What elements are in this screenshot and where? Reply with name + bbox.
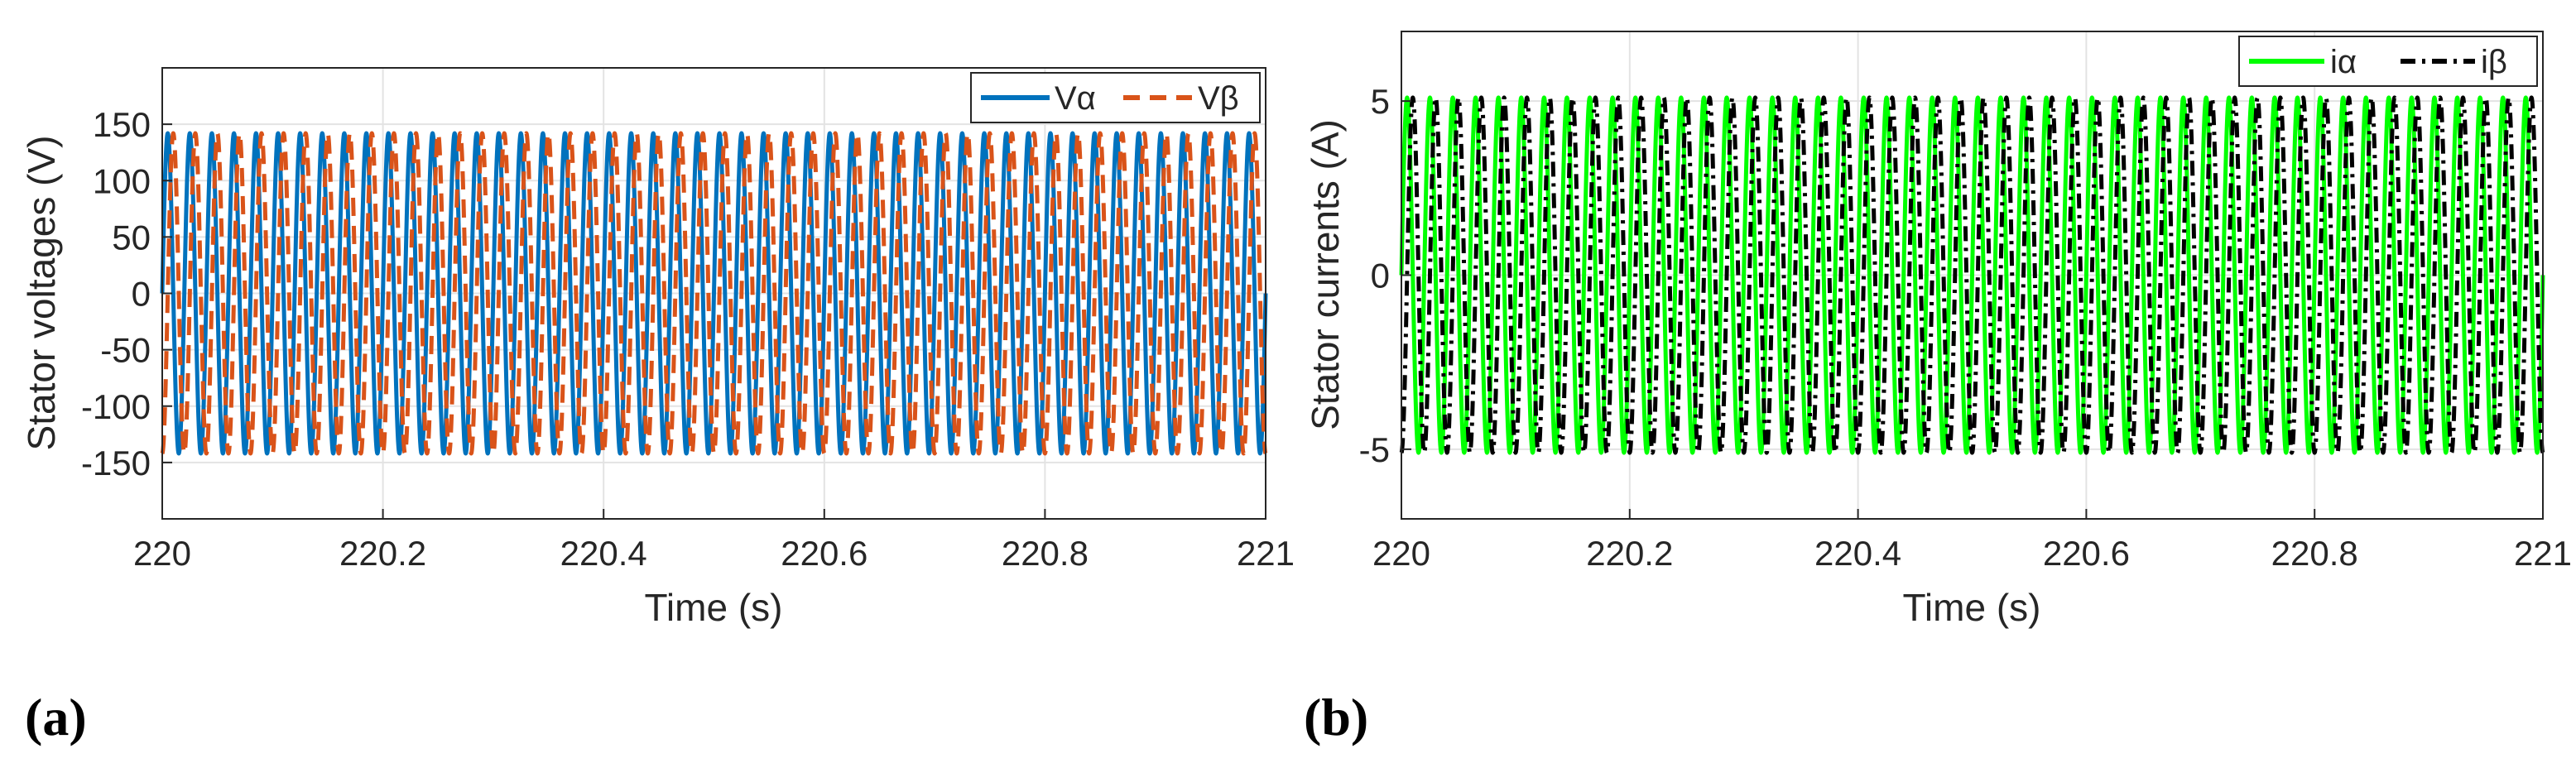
x-tick-label: 220.2 bbox=[1586, 534, 1673, 573]
y-tick-label: -50 bbox=[100, 331, 151, 370]
y-axis: -150 -100 -50 0 50 100 150 bbox=[81, 105, 172, 482]
x-tick-label: 220.4 bbox=[560, 534, 647, 573]
series-line-beta bbox=[160, 131, 1268, 456]
chart-voltages: 220 220.2 220.4 220.6 220.8 221 -150 -100 -50 0 5… bbox=[20, 67, 1295, 629]
x-tick-label: 220.6 bbox=[781, 534, 867, 573]
x-tick-label: 220.8 bbox=[1002, 534, 1089, 573]
x-tick-label: 220 bbox=[1372, 534, 1430, 573]
series-group bbox=[1399, 95, 2545, 455]
y-tick-label: -5 bbox=[1359, 430, 1390, 469]
y-tick-label: -150 bbox=[81, 444, 151, 482]
y-axis: -5 0 5 bbox=[1359, 82, 1411, 469]
x-tick-label: 220.8 bbox=[2271, 534, 2358, 573]
x-tick-label: 220 bbox=[133, 534, 191, 573]
legend: Vα Vβ bbox=[970, 72, 1261, 123]
panel-label-a: (a) bbox=[25, 688, 87, 746]
y-tick-label: 0 bbox=[132, 275, 151, 314]
chart-currents: 220 220.2 220.4 220.6 220.8 221 -5 0 5 Time (s)… bbox=[1304, 31, 2572, 629]
x-tick-label: 221 bbox=[1237, 534, 1295, 573]
legend: iα iβ bbox=[2238, 36, 2538, 87]
legend-label-v-alpha: Vα bbox=[1055, 80, 1096, 117]
legend-label-i-alpha: iα bbox=[2330, 44, 2357, 80]
y-tick-label: 50 bbox=[112, 218, 151, 257]
legend-label-i-beta: iβ bbox=[2481, 44, 2507, 80]
legend-label-v-beta: Vβ bbox=[1198, 80, 1239, 117]
y-tick-label: 150 bbox=[93, 105, 151, 144]
y-axis-label: Stator currents (A) bbox=[1304, 119, 1347, 430]
x-axis: 220 220.2 220.4 220.6 220.8 221 bbox=[1372, 509, 2572, 573]
x-tick-label: 220.2 bbox=[339, 534, 426, 573]
y-tick-label: 0 bbox=[1371, 257, 1390, 295]
y-tick-label: 100 bbox=[93, 161, 151, 200]
y-axis-label: Stator voltages (V) bbox=[20, 136, 63, 451]
panel-label-b: (b) bbox=[1304, 688, 1368, 746]
series-group bbox=[160, 131, 1268, 456]
y-tick-label: 5 bbox=[1371, 82, 1390, 121]
series-line-alpha bbox=[160, 131, 1268, 456]
y-tick-label: -100 bbox=[81, 387, 151, 426]
x-axis: 220 220.2 220.4 220.6 220.8 221 bbox=[133, 509, 1295, 573]
series-line-beta bbox=[1399, 95, 2545, 455]
x-axis-label: Time (s) bbox=[645, 586, 783, 629]
x-axis-label: Time (s) bbox=[1903, 586, 2041, 629]
x-tick-label: 220.4 bbox=[1814, 534, 1901, 573]
x-tick-label: 221 bbox=[2514, 534, 2572, 573]
x-tick-label: 220.6 bbox=[2043, 534, 2130, 573]
